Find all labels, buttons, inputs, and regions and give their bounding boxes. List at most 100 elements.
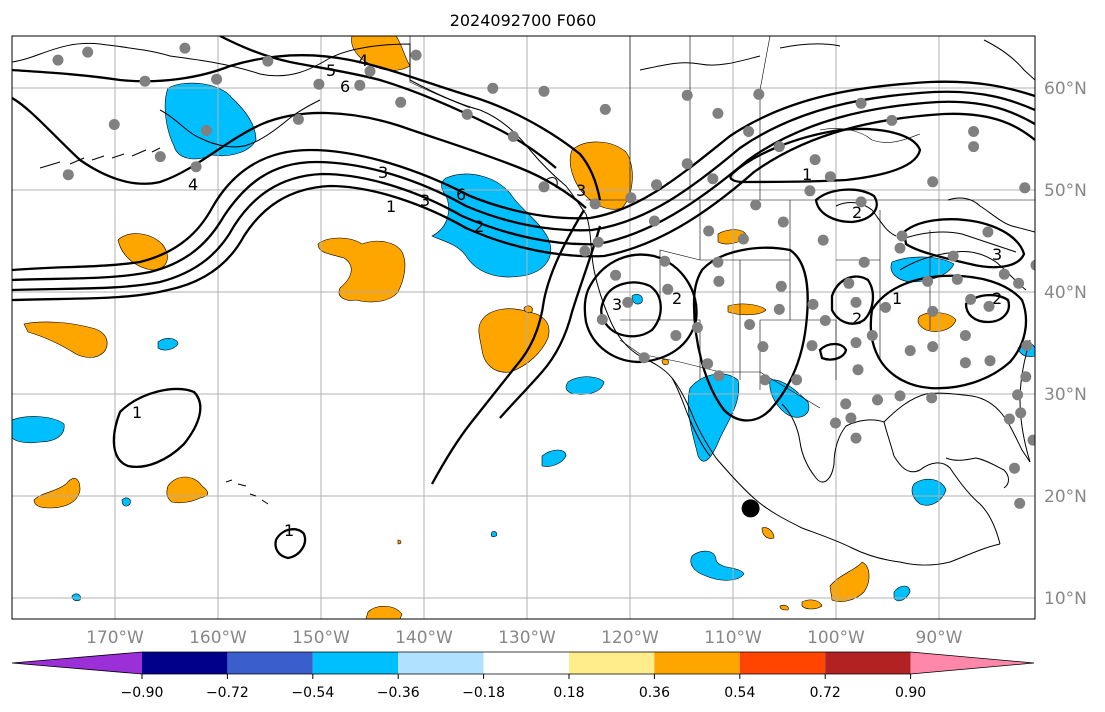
station-dot xyxy=(82,46,94,58)
negative-anomaly-region xyxy=(769,379,810,418)
colorbar-tick-label: 0.90 xyxy=(895,685,926,701)
positive-anomaly-region xyxy=(117,233,168,271)
colorbar-tick-label: −0.18 xyxy=(462,685,505,701)
contour-label: 3 xyxy=(612,295,622,314)
negative-anomaly-region xyxy=(911,478,947,506)
positive-anomaly-region xyxy=(478,308,550,373)
station-dot xyxy=(154,151,166,163)
colorbar: −0.90 −0.72 −0.54 −0.36 −0.18 0.18 0.36 0.54 0.7… xyxy=(11,651,1035,701)
station-dot xyxy=(840,398,852,410)
station-dot xyxy=(809,154,821,166)
station-dot xyxy=(651,179,662,191)
contour-label: 6 xyxy=(456,185,466,204)
station-dot xyxy=(638,352,650,364)
longitude-label: 160°W xyxy=(189,628,247,648)
station-dot xyxy=(292,113,304,125)
positive-anomaly-region xyxy=(661,358,669,366)
station-dot xyxy=(843,277,855,289)
station-dot xyxy=(744,319,756,330)
map-title: 2024092700 F060 xyxy=(450,11,597,30)
station-dot xyxy=(538,85,550,97)
station-dot xyxy=(757,341,769,353)
station-dot xyxy=(313,78,325,90)
station-dot xyxy=(596,314,608,325)
station-dot xyxy=(1013,277,1025,289)
station-dot xyxy=(845,412,857,424)
colorbar-tick-label: 0.54 xyxy=(724,685,755,701)
station-dot xyxy=(791,374,803,386)
station-dot xyxy=(982,226,994,238)
colorbar-extend-low xyxy=(12,652,142,674)
latitude-axis: 60°N 50°N 40°N 30°N 20°N 10°N xyxy=(1044,79,1087,609)
station-dot xyxy=(850,432,862,444)
negative-anomaly-region xyxy=(687,373,740,462)
station-dot xyxy=(538,181,550,193)
station-dot xyxy=(262,55,274,67)
station-dot xyxy=(670,330,682,341)
station-dot xyxy=(896,230,908,242)
contour-lines xyxy=(12,36,1035,560)
station-dot xyxy=(712,256,724,268)
negative-anomaly-region xyxy=(121,497,131,507)
longitude-axis: 170°W 160°W 150°W 140°W 130°W 120°W 110°… xyxy=(86,628,963,648)
positive-anomaly-region xyxy=(779,604,789,611)
contour-label: 2 xyxy=(474,217,484,236)
station-dot xyxy=(200,125,212,136)
station-dot xyxy=(753,88,765,100)
colorbar-tick-label: 0.72 xyxy=(810,685,841,701)
latitude-label: 40°N xyxy=(1044,283,1087,303)
map-frame xyxy=(11,35,1036,620)
contour-label: 3 xyxy=(378,163,388,182)
station-dot xyxy=(775,280,787,292)
positive-anomaly-region xyxy=(727,303,767,316)
colorbar-segment xyxy=(825,652,911,674)
station-dot xyxy=(659,255,671,267)
station-dot xyxy=(947,250,959,262)
positive-anomaly-region xyxy=(33,478,81,509)
station-dot xyxy=(817,234,829,246)
station-dot xyxy=(998,268,1010,280)
station-dot xyxy=(830,417,841,429)
contour-label: 4 xyxy=(188,175,198,194)
station-dot xyxy=(904,345,916,357)
positive-anomaly-region xyxy=(397,539,402,545)
positive-anomaly-region xyxy=(761,527,775,539)
negative-anomaly-region xyxy=(893,585,911,602)
station-dot xyxy=(713,275,725,287)
station-dot xyxy=(951,273,963,285)
contour-label: 1 xyxy=(892,289,902,308)
negative-anomaly-region xyxy=(71,593,81,602)
station-dot xyxy=(179,42,191,54)
station-dot xyxy=(959,330,971,341)
station-dot xyxy=(773,303,785,315)
station-dot xyxy=(139,75,151,87)
location-marker xyxy=(741,499,760,518)
station-dot xyxy=(395,96,407,108)
contour-label: 4 xyxy=(358,51,368,70)
station-dot xyxy=(880,301,892,313)
station-dot xyxy=(681,89,693,101)
latitude-label: 10°N xyxy=(1044,589,1087,609)
station-dot xyxy=(1044,334,1055,345)
contour-label: 5 xyxy=(326,61,336,80)
colorbar-tick-label: −0.36 xyxy=(377,685,420,701)
station-dot xyxy=(894,242,906,254)
map-panel: 4 5 6 3 1 6 2 4 3 1 1 2 2 3 2 3 2 3 1 1 xyxy=(11,35,1055,620)
longitude-label: 150°W xyxy=(292,628,350,648)
contour-label: 3 xyxy=(576,181,586,200)
longitude-label: 130°W xyxy=(498,628,556,648)
station-dot xyxy=(872,394,883,406)
contour-label: 2 xyxy=(672,289,682,308)
station-dot xyxy=(850,296,862,308)
station-dot xyxy=(1012,389,1024,401)
longitude-label: 170°W xyxy=(86,628,144,648)
negative-anomaly-region xyxy=(690,550,745,581)
colorbar-tick-label: −0.54 xyxy=(291,685,334,701)
station-dot xyxy=(707,173,719,185)
station-dot xyxy=(850,337,862,349)
station-dot xyxy=(965,293,977,305)
station-dot xyxy=(1021,340,1033,352)
latitude-label: 50°N xyxy=(1044,181,1087,201)
colorbar-tick-label: −0.90 xyxy=(121,685,164,701)
negative-anomaly-region xyxy=(631,294,643,305)
